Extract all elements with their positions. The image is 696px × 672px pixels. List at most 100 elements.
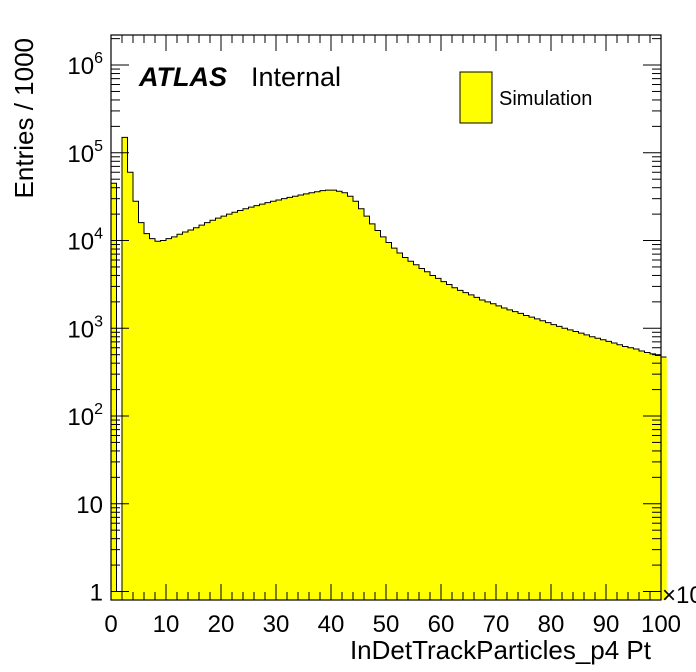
histogram-bin (606, 341, 612, 600)
x-tick-label: 90 (593, 611, 620, 638)
y-tick-label: 104 (67, 226, 103, 256)
x-tick-label: 100 (641, 611, 681, 638)
histogram-bin (397, 253, 403, 601)
histogram-bin (628, 347, 634, 600)
histogram-bin (523, 315, 530, 600)
histogram-bin (237, 210, 244, 601)
histogram-bin (243, 208, 249, 601)
histogram-bin (540, 320, 546, 600)
histogram-bars (111, 136, 667, 601)
histogram-bin (391, 248, 398, 600)
histogram-bin (589, 336, 596, 600)
x-tick-label: 40 (318, 611, 345, 638)
y-axis-title: Entries / 1000 (9, 38, 39, 198)
atlas-label: ATLAS (138, 62, 227, 92)
x-axis-multiplier: ×10 (662, 582, 696, 609)
histogram-bin (204, 222, 211, 600)
histogram-bin (232, 212, 238, 600)
histogram-bin (408, 261, 414, 600)
histogram-bin (210, 220, 216, 600)
histogram-bin (452, 287, 458, 600)
histogram-bin (199, 225, 205, 600)
histogram-bin (551, 324, 557, 600)
histogram-bin (292, 196, 299, 600)
histogram-bin (617, 344, 623, 600)
histogram-bin (336, 191, 343, 600)
x-tick-label: 80 (538, 611, 565, 638)
y-tick-label: 1 (90, 579, 103, 606)
histogram-bin (127, 172, 134, 600)
histogram-bin (166, 238, 172, 601)
histogram-bin (386, 242, 392, 601)
y-tick-label: 106 (67, 50, 103, 80)
histogram-bin (265, 202, 271, 600)
x-axis-title: InDetTrackParticles_p4 Pt (350, 635, 652, 665)
histogram-bin (512, 311, 519, 600)
histogram-bin (479, 300, 486, 600)
histogram-bin (149, 238, 156, 601)
histogram-bin (611, 342, 618, 600)
histogram-bin (595, 338, 601, 600)
histogram-bin (402, 257, 409, 600)
histogram-bin (441, 281, 447, 600)
histogram-bin (248, 207, 255, 601)
histogram-bin (567, 329, 574, 600)
histogram-bin (534, 318, 541, 600)
histogram-bin (446, 284, 453, 600)
histogram-bin (320, 190, 326, 601)
histogram-bin (496, 305, 502, 600)
y-tick-label: 105 (67, 138, 103, 168)
histogram-bin (155, 241, 161, 601)
histogram-bin (424, 271, 431, 600)
histogram-bin (485, 301, 491, 600)
histogram-bin (501, 308, 508, 600)
x-tick-label: 30 (263, 611, 290, 638)
histogram-bin (562, 328, 568, 600)
histogram-bin (644, 352, 651, 600)
histogram-bin (435, 278, 442, 600)
histogram-bin (193, 227, 200, 600)
y-tick-label: 102 (67, 401, 103, 431)
histogram-bin (639, 351, 645, 600)
histogram-bin (353, 201, 359, 601)
x-tick-label: 60 (428, 611, 455, 638)
histogram-bin (116, 591, 123, 600)
histogram-bin (380, 236, 387, 600)
x-tick-label: 0 (104, 611, 117, 638)
histogram-bin (364, 216, 370, 600)
histogram-bin (347, 196, 354, 600)
histogram-bin (518, 313, 524, 600)
histogram-bin (430, 275, 436, 600)
histogram-bin (584, 334, 590, 600)
histogram-bin (463, 292, 469, 600)
histogram-bin (545, 322, 552, 600)
internal-label: Internal (251, 62, 341, 92)
histogram-bin (188, 229, 194, 600)
x-tick-label: 10 (153, 611, 180, 638)
histogram-bin (622, 346, 629, 600)
histogram-bin (281, 198, 288, 601)
histogram-bin (270, 201, 277, 601)
histogram-bin (133, 201, 139, 601)
histogram-bin (369, 223, 376, 600)
histogram-outline (111, 136, 667, 592)
histogram-bin (661, 357, 667, 600)
histogram-bin (490, 303, 497, 600)
histogram-bin (474, 297, 480, 600)
histogram-bin (600, 339, 607, 600)
histogram-bin (529, 317, 535, 600)
histogram-bin (314, 191, 321, 600)
x-tick-label: 20 (208, 611, 235, 638)
histogram-bin (573, 331, 579, 600)
histogram-bin (633, 349, 640, 600)
histogram-bin (226, 214, 233, 600)
histogram-bin (419, 268, 425, 600)
histogram-bin (171, 236, 178, 600)
y-tick-label: 10 (76, 492, 103, 519)
legend-swatch-simulation (459, 71, 493, 124)
histogram-bin (276, 199, 282, 600)
histogram-bin (309, 192, 315, 601)
histogram-bin (221, 216, 227, 600)
